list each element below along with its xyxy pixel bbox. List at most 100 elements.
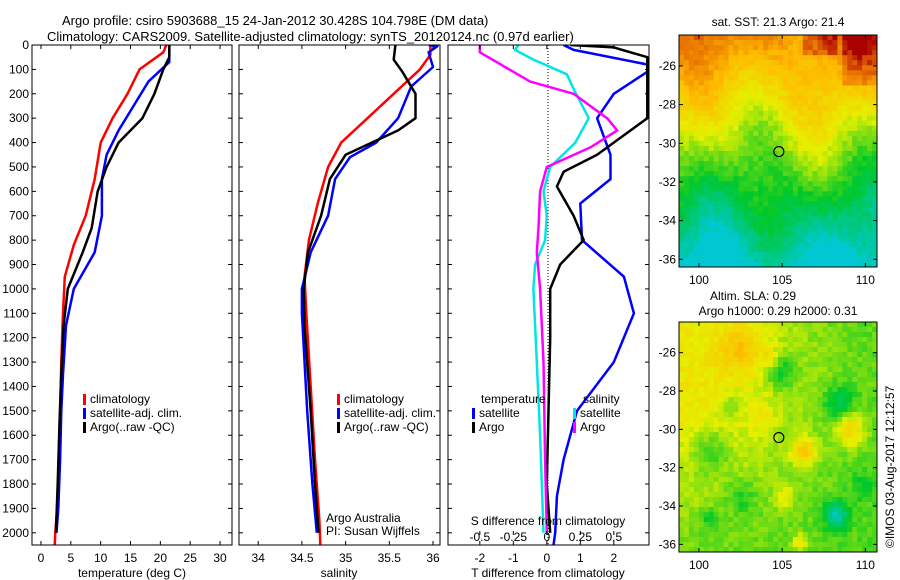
map-cell	[688, 176, 695, 182]
map-cell	[827, 110, 834, 117]
map-cell	[822, 517, 829, 523]
map-cell	[822, 145, 829, 152]
map-cell	[842, 60, 848, 66]
map-cell	[847, 477, 853, 483]
map-cell	[867, 70, 873, 76]
map-cell	[748, 522, 754, 528]
map-cell	[693, 95, 700, 102]
map-cell	[802, 90, 809, 97]
map-cell	[857, 176, 863, 182]
map-cell	[832, 196, 838, 203]
map-cell	[797, 467, 804, 473]
map-cell	[852, 80, 858, 87]
map-cell	[822, 407, 829, 413]
map-cell	[733, 432, 739, 438]
map-cell	[728, 412, 735, 418]
map-cell	[738, 161, 744, 167]
map-cell	[787, 327, 794, 333]
map-cell	[802, 407, 809, 413]
map-cell	[827, 347, 834, 353]
map-cell	[708, 40, 715, 46]
map-cell	[743, 186, 749, 192]
map-cell	[743, 492, 749, 498]
map-y-tick-label: -28	[659, 98, 677, 112]
map-cell	[679, 145, 685, 152]
map-cell	[872, 382, 877, 388]
map-cell	[802, 397, 809, 403]
map-cell	[733, 161, 739, 167]
map-cell	[807, 231, 814, 238]
map-cell	[807, 402, 814, 408]
map-cell	[862, 407, 868, 413]
map-cell	[827, 427, 834, 433]
map-cell	[792, 437, 799, 443]
map-cell	[713, 412, 720, 418]
map-cell	[792, 261, 799, 267]
s-tick-label: -0.5	[469, 530, 490, 544]
map-cell	[738, 517, 744, 523]
map-cell	[787, 40, 794, 46]
map-cell	[758, 462, 764, 468]
map-cell	[817, 211, 824, 218]
map-cell	[738, 422, 744, 428]
map-cell	[738, 261, 744, 267]
map-cell	[723, 547, 730, 552]
map-cell	[748, 120, 754, 127]
map-cell	[782, 527, 789, 533]
map-cell	[862, 211, 868, 218]
map-cell	[708, 110, 715, 117]
map-cell	[693, 70, 700, 76]
map-cell	[782, 115, 789, 122]
map-cell	[778, 497, 784, 503]
map-cell	[733, 547, 739, 552]
map-cell	[733, 186, 739, 192]
map-cell	[867, 140, 873, 147]
map-cell	[847, 115, 853, 122]
map-cell	[773, 261, 779, 267]
map-cell	[768, 477, 774, 483]
map-cell	[698, 372, 705, 378]
map-cell	[817, 231, 824, 238]
map-cell	[812, 120, 819, 127]
map-cell	[778, 382, 784, 388]
map-cell	[787, 517, 794, 523]
difference-plot-frame	[447, 44, 650, 546]
map-cell	[768, 181, 774, 187]
map-cell	[698, 216, 705, 223]
map-cell	[857, 80, 863, 87]
map-cell	[857, 492, 863, 498]
map-cell	[703, 100, 710, 107]
map-cell	[773, 80, 779, 87]
map-cell	[679, 447, 685, 453]
map-cell	[693, 397, 700, 403]
map-cell	[748, 166, 754, 172]
map-cell	[718, 327, 725, 333]
map-cell	[683, 427, 690, 433]
map-cell	[797, 221, 804, 228]
map-cell	[768, 367, 774, 373]
map-cell	[753, 327, 759, 333]
map-cell	[842, 211, 848, 218]
map-cell	[802, 261, 809, 267]
map-cell	[832, 110, 838, 117]
map-cell	[698, 447, 705, 453]
map-cell	[679, 397, 685, 403]
map-cell	[723, 402, 730, 408]
map-cell	[743, 357, 749, 363]
map-cell	[872, 100, 877, 107]
map-cell	[778, 527, 784, 533]
map-cell	[693, 201, 700, 208]
map-cell	[778, 125, 784, 132]
map-cell	[857, 527, 863, 533]
map-cell	[683, 246, 690, 253]
map-cell	[817, 502, 824, 508]
map-cell	[827, 542, 834, 548]
map-cell	[842, 482, 848, 488]
map-cell	[852, 347, 858, 353]
map-cell	[728, 547, 735, 552]
map-cell	[713, 352, 720, 358]
map-cell	[802, 377, 809, 383]
map-cell	[778, 105, 784, 112]
map-cell	[842, 181, 848, 187]
map-cell	[763, 45, 769, 51]
